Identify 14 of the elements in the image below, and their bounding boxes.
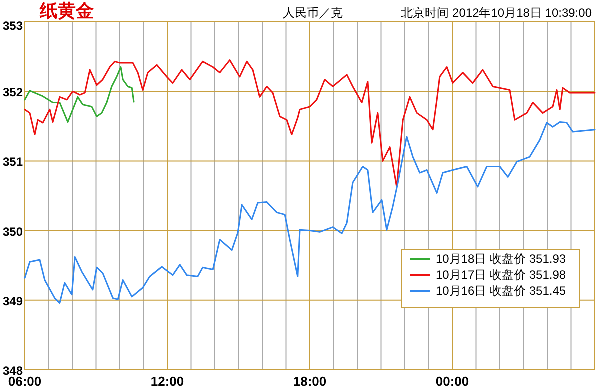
legend-label: 10月17日 收盘价 351.98 xyxy=(436,268,566,282)
y-axis-title: 人民币／克 xyxy=(283,6,343,20)
text: 北京时间 2012年10月18日 10:39:00 xyxy=(401,6,592,20)
legend-label: 10月16日 收盘价 351.45 xyxy=(436,284,566,298)
legend-label: 10月18日 收盘价 351.93 xyxy=(436,252,566,266)
y-tick-label: 350 xyxy=(2,224,24,239)
y-tick-label: 352 xyxy=(2,86,24,100)
x-tick-label: 00:00 xyxy=(436,374,470,389)
y-tick-label: 351 xyxy=(2,155,24,170)
y-tick-label: 353 xyxy=(2,19,24,33)
x-tick-label: 18:00 xyxy=(293,374,327,389)
y-tick-label: 349 xyxy=(2,294,24,308)
x-tick-label: 12:00 xyxy=(150,374,184,389)
chart-title: 纸黄金 xyxy=(39,1,94,21)
